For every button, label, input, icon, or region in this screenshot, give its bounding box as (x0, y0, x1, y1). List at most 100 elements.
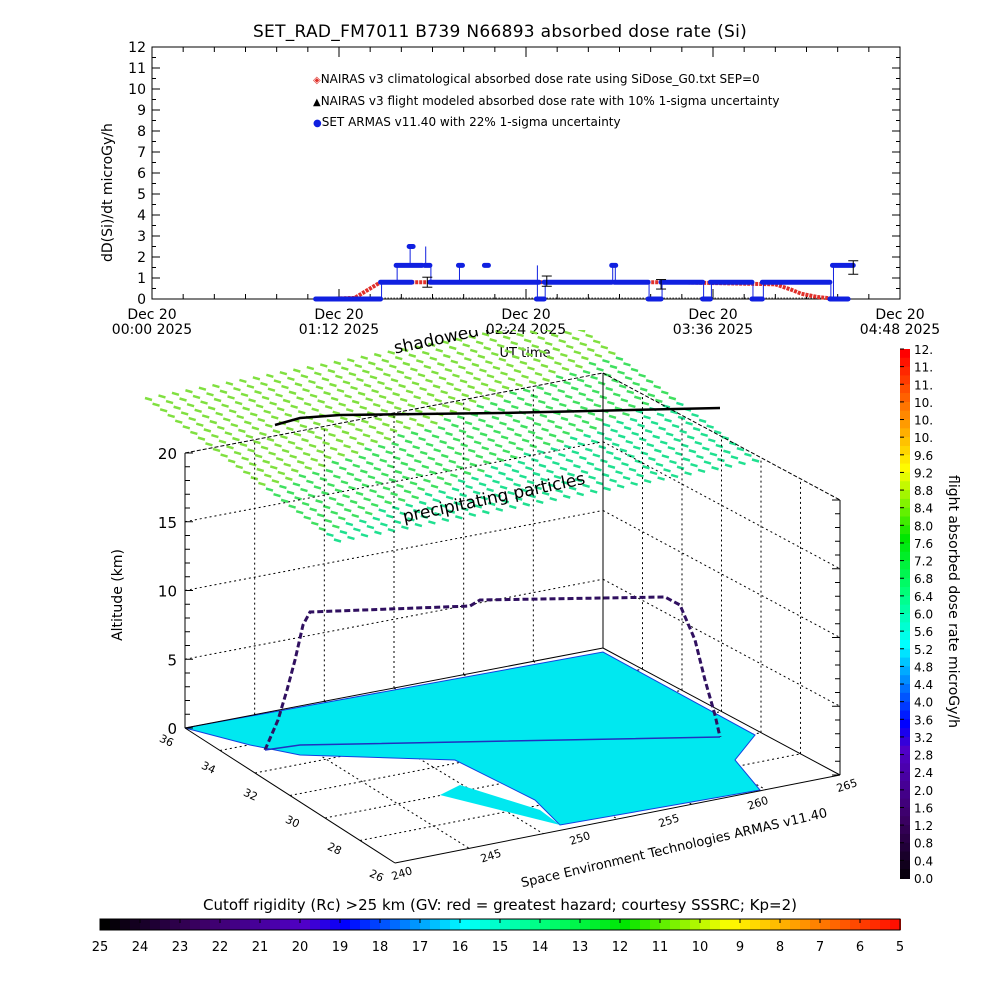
particle-mark (248, 462, 257, 467)
particle-mark (313, 485, 322, 490)
particle-mark (412, 445, 420, 450)
particle-mark (290, 404, 299, 409)
particle-mark (329, 446, 338, 452)
particle-mark (525, 466, 533, 471)
rigidity-colorbar-cell (320, 919, 331, 930)
dose-colorbar-cell (900, 445, 910, 456)
particle-mark (440, 389, 448, 395)
particle-mark (159, 408, 168, 413)
particle-mark (583, 433, 591, 439)
particle-mark (233, 450, 242, 456)
y-tick-label: 10 (128, 82, 146, 98)
particle-mark (534, 485, 542, 491)
particle-mark (516, 396, 525, 402)
dose-colorbar-cell (900, 710, 910, 721)
particle-mark (690, 462, 698, 468)
particle-mark (336, 388, 345, 393)
particle-mark (226, 445, 234, 450)
particle-mark (738, 460, 746, 466)
dose-colorbar-label: 8.8 (914, 484, 933, 498)
dose-colorbar-cell (900, 798, 910, 809)
shadowed-flight-path (274, 406, 721, 427)
particle-mark (301, 501, 310, 507)
particle-mark (433, 448, 442, 453)
particle-mark (328, 432, 336, 438)
triangle-marker-icon: ▲ (313, 97, 321, 108)
dose-colorbar-label: 5.6 (914, 625, 933, 639)
particle-mark (713, 429, 722, 435)
rigidity-colorbar-cell (340, 919, 351, 930)
dose-colorbar-cell (900, 357, 910, 368)
particle-mark (386, 464, 395, 469)
particle-mark (661, 454, 670, 459)
particle-mark (245, 434, 254, 439)
particle-mark (478, 482, 487, 487)
rigidity-colorbar-cell (600, 919, 611, 930)
particle-mark (248, 398, 256, 403)
particle-mark (279, 370, 288, 376)
dose-colorbar-label: 6.0 (914, 608, 933, 622)
particle-mark (589, 425, 597, 430)
particle-mark (158, 394, 166, 399)
particle-mark (400, 461, 409, 466)
rigidity-colorbar-label: 11 (652, 940, 669, 955)
particle-mark (554, 361, 562, 366)
particle-mark (486, 373, 495, 379)
particle-mark (584, 383, 593, 389)
particle-mark (603, 486, 612, 492)
particle-mark (544, 455, 553, 460)
dose-colorbar-cell (900, 516, 910, 527)
dose-colorbar-label: 0.0 (914, 872, 933, 885)
particle-mark (670, 409, 678, 415)
particle-mark (475, 454, 484, 459)
particle-mark (314, 435, 323, 440)
particle-mark (568, 422, 576, 427)
particle-mark (444, 367, 453, 373)
particle-mark (453, 387, 462, 392)
dose-colorbar-cell (900, 692, 910, 703)
dose-colorbar-label: 2.0 (914, 784, 933, 798)
particle-mark (301, 437, 309, 443)
particle-mark (578, 391, 587, 397)
particle-mark (472, 426, 480, 431)
particle-mark (611, 378, 619, 383)
particle-mark (600, 458, 608, 464)
dose-colorbar-label: 5.2 (914, 643, 933, 657)
particle-mark (436, 475, 445, 481)
dose-colorbar-label: 8.0 (914, 519, 933, 533)
particle-mark (589, 489, 598, 494)
particle-mark (209, 419, 218, 425)
particle-mark (500, 371, 508, 376)
particle-mark (345, 521, 354, 527)
particle-mark (506, 363, 514, 368)
particle-mark (615, 356, 624, 361)
particle-mark (571, 336, 580, 341)
particle-mark (692, 426, 701, 432)
y-tick-label: 8 (137, 124, 146, 140)
particle-mark (647, 392, 656, 398)
particle-mark (675, 451, 683, 457)
particle-mark (313, 421, 321, 426)
particle-mark (489, 337, 498, 343)
particle-mark (257, 417, 266, 423)
particle-mark (264, 423, 273, 428)
particle-mark (622, 475, 631, 481)
particle-mark (528, 493, 537, 499)
rigidity-colorbar-label: 6 (856, 940, 864, 955)
rigidity-colorbar-cell (490, 919, 501, 930)
particle-mark (546, 355, 555, 360)
particle-mark (249, 412, 258, 417)
rigidity-colorbar-label: 15 (492, 940, 509, 955)
particle-mark (330, 510, 339, 515)
particle-mark (554, 424, 563, 430)
particle-mark (207, 406, 216, 411)
particle-mark (375, 366, 384, 372)
particle-mark (361, 483, 370, 488)
particle-mark (343, 507, 352, 513)
particle-mark (455, 515, 463, 520)
particle-mark (297, 410, 306, 415)
particle-mark (512, 418, 521, 424)
legend-label: NAIRAS v3 flight modeled absorbed dose r… (320, 94, 780, 108)
particle-mark (602, 358, 610, 364)
particle-mark (288, 504, 296, 509)
